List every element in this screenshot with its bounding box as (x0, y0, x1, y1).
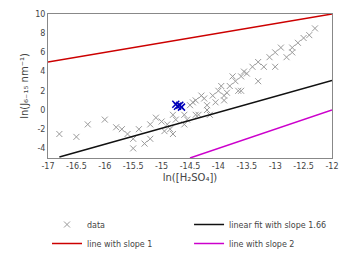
svg-text:-2: -2 (37, 125, 45, 134)
svg-text:-16.5: -16.5 (66, 162, 87, 171)
svg-text:-16: -16 (98, 162, 111, 171)
svg-text:ln(J₆₋₁₅ nm⁻¹): ln(J₆₋₁₅ nm⁻¹) (19, 53, 30, 119)
svg-text:data: data (87, 221, 105, 230)
svg-text:-15: -15 (155, 162, 168, 171)
svg-text:-14: -14 (212, 162, 225, 171)
svg-text:4: 4 (40, 67, 45, 76)
svg-text:linear fit with slope 1.66: linear fit with slope 1.66 (229, 221, 326, 230)
svg-text:-15.5: -15.5 (123, 162, 144, 171)
svg-text:line with slope 2: line with slope 2 (229, 240, 294, 249)
svg-text:-14.5: -14.5 (180, 162, 201, 171)
svg-text:-4: -4 (37, 144, 45, 153)
svg-text:-13.5: -13.5 (236, 162, 257, 171)
svg-text:-13: -13 (269, 162, 282, 171)
svg-text:10: 10 (35, 10, 45, 19)
svg-text:0: 0 (40, 106, 45, 115)
svg-text:ln([H₂SO₄]): ln([H₂SO₄]) (163, 172, 218, 183)
svg-text:line with slope 1: line with slope 1 (87, 240, 152, 249)
svg-text:-17: -17 (41, 162, 54, 171)
svg-text:-12.5: -12.5 (293, 162, 314, 171)
svg-text:-12: -12 (325, 162, 338, 171)
svg-text:2: 2 (40, 87, 45, 96)
svg-text:6: 6 (40, 48, 45, 57)
svg-text:8: 8 (40, 29, 45, 38)
